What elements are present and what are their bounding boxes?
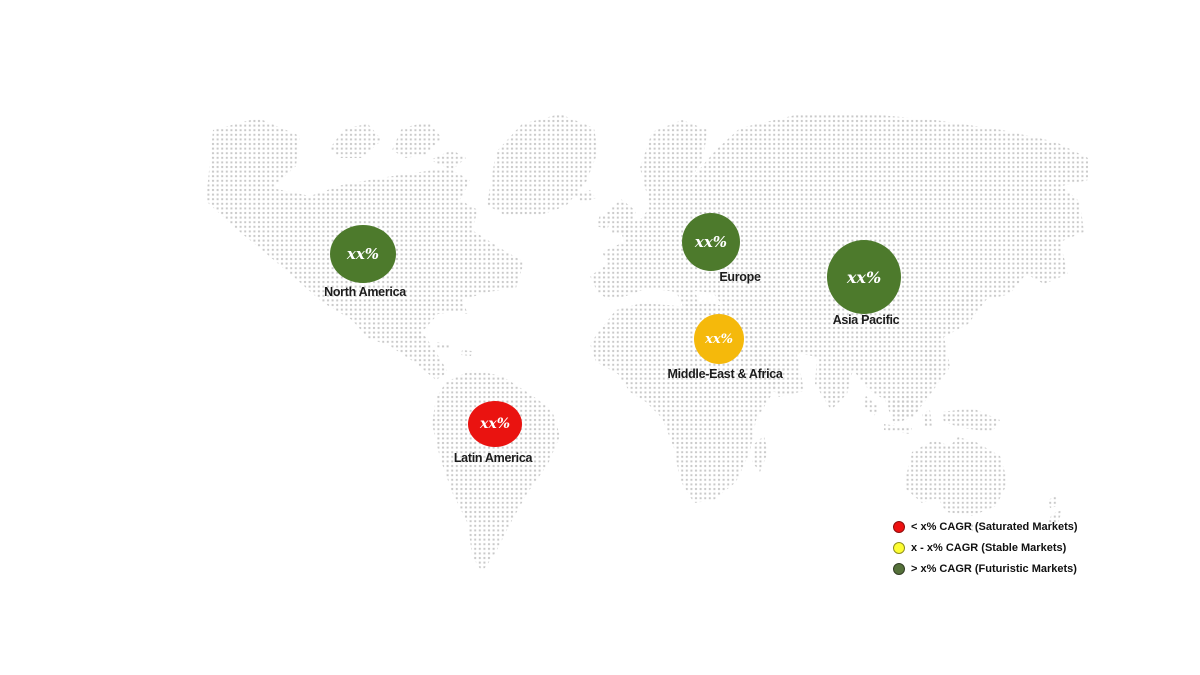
region-label-asia-pacific: Asia Pacific: [832, 313, 900, 327]
bubble-europe: xx%: [682, 213, 740, 271]
islands-japan: [950, 288, 978, 318]
legend-label-saturated: < x% CAGR (Saturated Markets): [911, 520, 1078, 533]
legend-dot-yellow-icon: [893, 541, 905, 554]
region-label-middle-east-africa: Middle-East & Africa: [667, 367, 783, 381]
continent-africa: [590, 303, 792, 503]
island-tasmania: [970, 522, 980, 532]
legend-dot-green-icon: [893, 562, 905, 575]
island-iceland: [574, 190, 596, 203]
legend-row-saturated: < x% CAGR (Saturated Markets): [893, 520, 1078, 533]
island-ireland: [597, 214, 612, 230]
islands-new-zealand: [1048, 496, 1058, 508]
island-sulawesi: [922, 410, 932, 428]
island-java: [884, 424, 912, 434]
islands-caribbean: [407, 334, 424, 341]
legend-row-stable: x - x% CAGR (Stable Markets): [893, 541, 1078, 554]
bubble-value-asia-pacific: xx%: [846, 267, 882, 287]
islands-canadian-arctic: [430, 150, 466, 170]
bubble-north-america: xx%: [330, 225, 396, 283]
region-label-latin-america: Latin America: [453, 451, 533, 465]
island-sumatra: [862, 396, 880, 416]
island-new-guinea: [942, 408, 1000, 432]
bubble-value-latin-america: xx%: [480, 416, 510, 432]
bubble-latin-america: xx%: [468, 401, 522, 447]
island-borneo: [892, 394, 920, 420]
islands-canadian-arctic: [330, 124, 382, 158]
bubble-value-north-america: xx%: [346, 245, 380, 263]
bubble-value-middle-east-africa: xx%: [705, 331, 733, 347]
islands-canadian-arctic: [392, 122, 442, 158]
legend-label-futuristic: > x% CAGR (Futuristic Markets): [911, 562, 1077, 575]
island-madagascar: [752, 436, 768, 472]
islands-caribbean: [461, 350, 472, 356]
cagr-legend: < x% CAGR (Saturated Markets) x - x% CAG…: [893, 520, 1078, 575]
region-label-europe: Europe: [719, 270, 761, 284]
islands-caribbean: [435, 342, 450, 349]
legend-row-futuristic: > x% CAGR (Futuristic Markets): [893, 562, 1078, 575]
bubble-asia-pacific: xx%: [827, 240, 901, 314]
islands-philippines: [925, 348, 936, 380]
bubble-middle-east-africa: xx%: [694, 314, 744, 364]
continent-south-america: [432, 370, 560, 572]
legend-label-stable: x - x% CAGR (Stable Markets): [911, 541, 1067, 554]
legend-dot-red-icon: [893, 520, 905, 533]
bubble-value-europe: xx%: [694, 233, 728, 251]
islands-new-zealand: [1048, 510, 1062, 524]
island-greenland: [487, 114, 598, 216]
continent-australia: [906, 437, 1008, 516]
island-great-britain: [607, 199, 636, 234]
region-label-north-america: North America: [324, 285, 406, 299]
